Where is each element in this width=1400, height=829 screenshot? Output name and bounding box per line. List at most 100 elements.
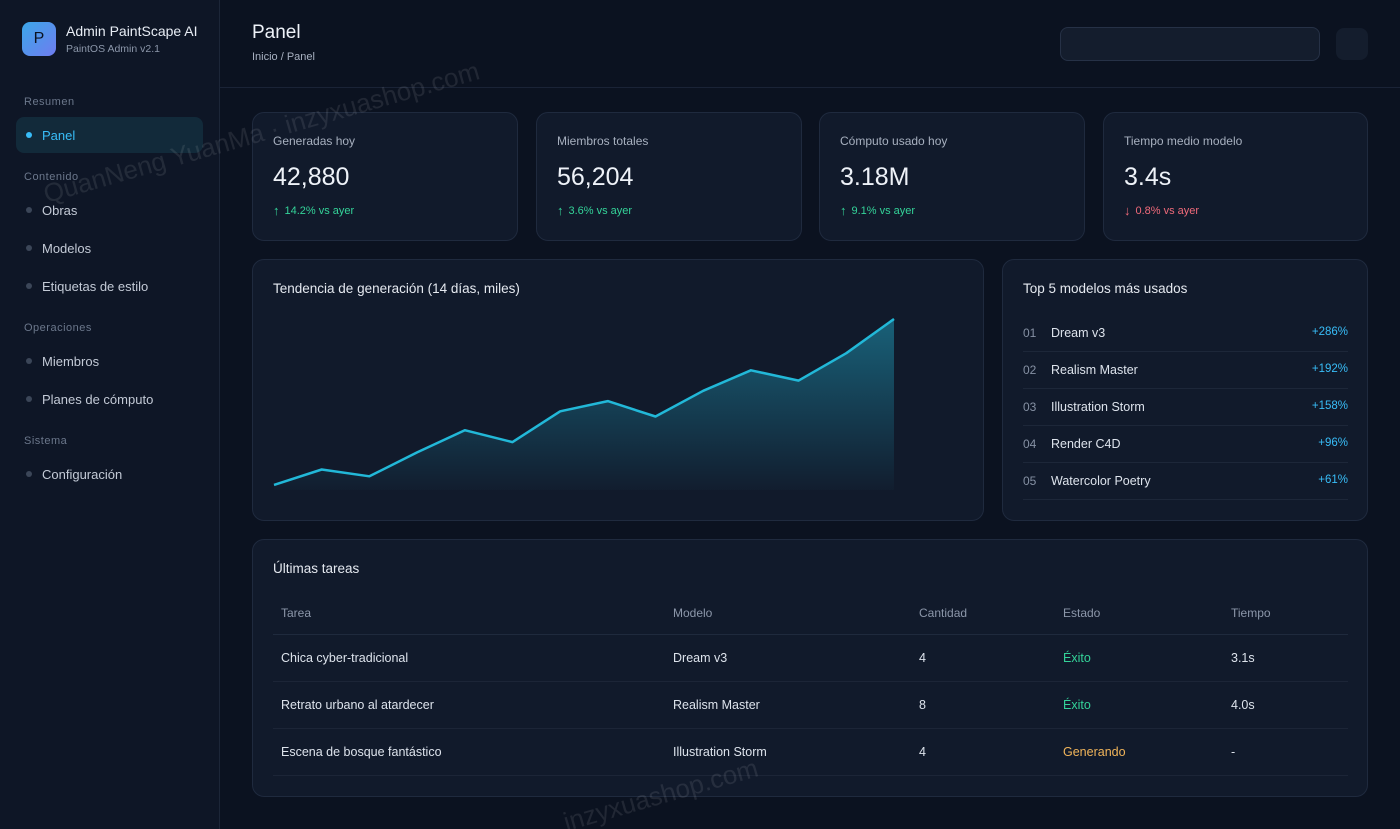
stat-delta-text: 9.1% vs ayer [851, 204, 916, 217]
cell-time: 4.0s [1231, 698, 1255, 712]
sidebar-item-label: Miembros [42, 353, 100, 369]
rank-number: 01 [1023, 326, 1037, 340]
table-row[interactable]: Escena de bosque fantástico Illustration… [273, 729, 1348, 776]
model-name: Render C4D [1051, 437, 1121, 451]
sidebar-item-label: Panel [42, 127, 76, 143]
sidebar-item-label: Modelos [42, 240, 92, 256]
model-name: Realism Master [1051, 363, 1138, 377]
trend-line [273, 317, 895, 487]
arrow-down-icon: ↓ [1124, 203, 1131, 218]
column-header-cantidad[interactable]: Cantidad [919, 606, 968, 620]
brand-subtitle: PaintOS Admin v2.1 [66, 43, 160, 55]
table-row[interactable]: Chica cyber-tradicional Dream v3 4 Éxito… [273, 635, 1348, 682]
section-label-contenido: Contenido [24, 171, 79, 183]
top-model-row[interactable]: 05 Watercolor Poetry +61% [1023, 463, 1348, 500]
stat-value: 3.18M [840, 163, 910, 191]
cell-model: Illustration Storm [673, 745, 767, 759]
sidebar-item-planes[interactable]: Planes de cómputo [16, 381, 203, 417]
brand-title: Admin PaintScape AI [66, 23, 198, 39]
cell-qty: 4 [919, 745, 926, 759]
model-change: +96% [1318, 437, 1348, 449]
cell-task: Retrato urbano al atardecer [281, 698, 434, 712]
stat-delta-text: 14.2% vs ayer [284, 204, 355, 217]
stat-delta: ↑ 3.6% vs ayer [557, 203, 632, 218]
stat-label: Cómputo usado hoy [840, 134, 948, 148]
stat-delta: ↑ 9.1% vs ayer [840, 203, 915, 218]
rank-number: 05 [1023, 474, 1037, 488]
sidebar-item-modelos[interactable]: Modelos [16, 230, 203, 266]
trend-chart [273, 317, 895, 490]
top-models-card: Top 5 modelos más usados 01 Dream v3 +28… [1002, 259, 1368, 521]
sidebar-item-miembros[interactable]: Miembros [16, 343, 203, 379]
stat-card-generadas: Generadas hoy 42,880 ↑ 14.2% vs ayer [252, 112, 518, 241]
cell-model: Dream v3 [673, 651, 728, 665]
stat-delta-text: 0.8% vs ayer [1135, 204, 1200, 217]
dot-icon [26, 283, 32, 289]
section-label-sistema: Sistema [24, 435, 68, 447]
cell-time: 3.1s [1231, 651, 1255, 665]
sidebar-item-panel[interactable]: Panel [16, 117, 203, 153]
top-model-row[interactable]: 01 Dream v3 +286% [1023, 315, 1348, 352]
column-header-tarea[interactable]: Tarea [281, 606, 312, 620]
dot-icon [26, 396, 32, 402]
top-models-title: Top 5 modelos más usados [1023, 281, 1188, 296]
stat-label: Generadas hoy [273, 134, 356, 148]
stat-label: Tiempo medio modelo [1124, 134, 1243, 148]
brand-logo: P [22, 22, 56, 56]
dot-icon [26, 358, 32, 364]
status-badge: Éxito [1063, 651, 1091, 665]
brand[interactable]: P Admin PaintScape AI PaintOS Admin v2.1 [22, 22, 198, 56]
model-change: +61% [1318, 474, 1348, 486]
trend-chart-card: Tendencia de generación (14 días, miles) [252, 259, 984, 521]
stat-card-tiempo: Tiempo medio modelo 3.4s ↓ 0.8% vs ayer [1103, 112, 1368, 241]
arrow-up-icon: ↑ [557, 203, 564, 218]
model-name: Dream v3 [1051, 326, 1106, 340]
sidebar-item-configuracion[interactable]: Configuración [16, 456, 203, 492]
column-header-estado[interactable]: Estado [1063, 606, 1101, 620]
stat-card-computo: Cómputo usado hoy 3.18M ↑ 9.1% vs ayer [819, 112, 1085, 241]
column-header-tiempo[interactable]: Tiempo [1231, 606, 1271, 620]
stat-value: 3.4s [1124, 163, 1172, 191]
tasks-title: Últimas tareas [273, 561, 360, 576]
dot-icon [26, 207, 32, 213]
stat-card-miembros: Miembros totales 56,204 ↑ 3.6% vs ayer [536, 112, 802, 241]
stat-delta-text: 3.6% vs ayer [568, 204, 633, 217]
stat-delta: ↓ 0.8% vs ayer [1124, 203, 1199, 218]
breadcrumb[interactable]: Inicio / Panel [252, 51, 315, 63]
rank-number: 02 [1023, 363, 1037, 377]
model-change: +192% [1311, 363, 1348, 375]
model-change: +158% [1311, 400, 1348, 412]
stat-delta: ↑ 14.2% vs ayer [273, 203, 354, 218]
header-action-button[interactable] [1336, 28, 1368, 60]
stat-value: 56,204 [557, 163, 634, 191]
dot-icon [26, 471, 32, 477]
rank-number: 03 [1023, 400, 1037, 414]
sidebar-item-etiquetas[interactable]: Etiquetas de estilo [16, 268, 203, 304]
top-model-row[interactable]: 02 Realism Master +192% [1023, 352, 1348, 389]
table-row[interactable]: Retrato urbano al atardecer Realism Mast… [273, 682, 1348, 729]
model-change: +286% [1311, 326, 1348, 338]
header: Panel Inicio / Panel [220, 0, 1400, 88]
dot-icon [26, 132, 32, 138]
page-title: Panel [252, 22, 301, 43]
table-header-divider [273, 634, 1348, 635]
arrow-up-icon: ↑ [840, 203, 847, 218]
column-header-modelo[interactable]: Modelo [673, 606, 713, 620]
cell-model: Realism Master [673, 698, 760, 712]
cell-task: Escena de bosque fantástico [281, 745, 442, 759]
rank-number: 04 [1023, 437, 1037, 451]
cell-qty: 8 [919, 698, 926, 712]
sidebar-item-obras[interactable]: Obras [16, 192, 203, 228]
stat-value: 42,880 [273, 163, 350, 191]
cell-task: Chica cyber-tradicional [281, 651, 409, 665]
top-model-row[interactable]: 04 Render C4D +96% [1023, 426, 1348, 463]
top-model-row[interactable]: 03 Illustration Storm +158% [1023, 389, 1348, 426]
search-input[interactable] [1060, 27, 1320, 61]
sidebar: P Admin PaintScape AI PaintOS Admin v2.1… [0, 0, 220, 829]
cell-qty: 4 [919, 651, 926, 665]
arrow-up-icon: ↑ [273, 203, 280, 218]
section-label-operaciones: Operaciones [24, 322, 92, 334]
stat-label: Miembros totales [557, 134, 649, 148]
tasks-card: Últimas tareas Tarea Modelo Cantidad Est… [252, 539, 1368, 797]
chart-title: Tendencia de generación (14 días, miles) [273, 281, 520, 296]
